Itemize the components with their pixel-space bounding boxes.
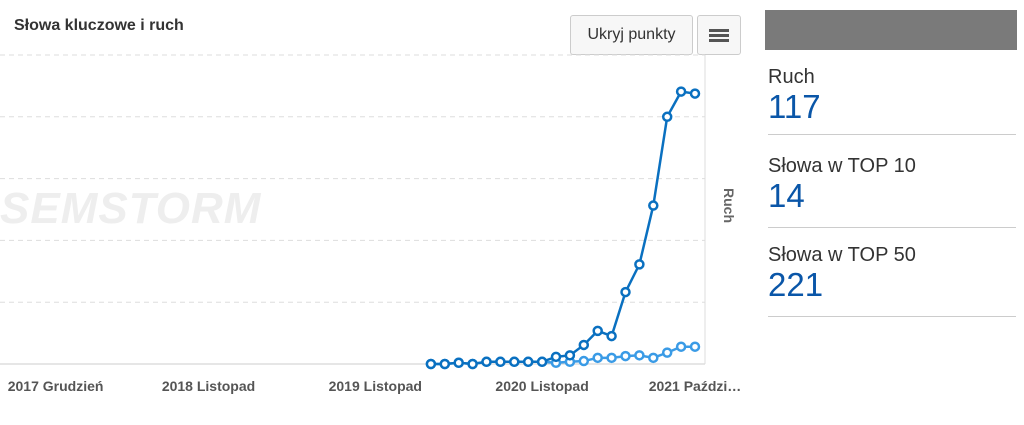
data-point	[467, 358, 478, 370]
hamburger-icon	[709, 27, 729, 44]
data-point	[661, 111, 673, 123]
stat-value: 117	[768, 88, 821, 125]
data-point	[592, 352, 603, 364]
data-point	[564, 350, 576, 361]
x-tick-label: 2020 Listopad	[495, 378, 588, 394]
x-tick-label: 2017 Grudzień	[8, 378, 104, 394]
chart-menu-button[interactable]	[697, 15, 741, 55]
data-point	[550, 351, 562, 363]
data-point	[425, 358, 437, 370]
data-point	[578, 339, 590, 351]
stat-label: Ruch	[768, 66, 815, 88]
series-line-ruch	[430, 90, 696, 366]
hide-points-button[interactable]: Ukryj punkty	[570, 15, 693, 55]
watermark-logo: SEMSTORM	[0, 184, 262, 233]
data-point	[522, 356, 534, 368]
stat-top50: Słowa w TOP 50 221	[768, 244, 1016, 317]
stat-label: Słowa w TOP 50	[768, 244, 916, 266]
chart-plot: 2017 Grudzień 2018 Listopad 2019 Listopad 2…	[0, 54, 742, 394]
data-point	[675, 86, 687, 97]
data-point	[439, 358, 451, 370]
stat-label: Słowa w TOP 10	[768, 155, 916, 177]
data-point	[592, 325, 603, 337]
data-point	[606, 330, 617, 342]
data-point	[495, 356, 506, 368]
data-point	[620, 350, 631, 362]
data-point	[648, 352, 659, 364]
data-point	[634, 259, 645, 270]
data-point	[634, 350, 645, 361]
side-panel-header	[765, 10, 1017, 50]
stat-traffic: Ruch 117	[768, 66, 1016, 135]
stat-value: 14	[768, 177, 805, 214]
data-point	[578, 355, 590, 367]
x-tick-label: 2018 Listopad	[162, 378, 255, 394]
data-point	[536, 356, 548, 368]
x-tick-label: 2019 Listopad	[329, 378, 422, 394]
data-point	[606, 352, 617, 364]
data-point	[689, 341, 701, 352]
data-point	[661, 347, 673, 358]
x-tick-label: 2021 Paździ…	[649, 378, 742, 394]
data-point	[648, 200, 659, 211]
data-point	[689, 88, 701, 99]
data-point	[453, 357, 464, 369]
data-point	[481, 356, 492, 368]
stat-value: 221	[768, 266, 824, 303]
chart-title: Słowa kluczowe i ruch	[14, 17, 184, 34]
data-point	[509, 356, 520, 368]
data-point	[620, 286, 631, 298]
data-point	[675, 341, 687, 352]
stat-top10: Słowa w TOP 10 14	[768, 155, 1016, 228]
right-axis-label: Ruch	[721, 188, 737, 223]
